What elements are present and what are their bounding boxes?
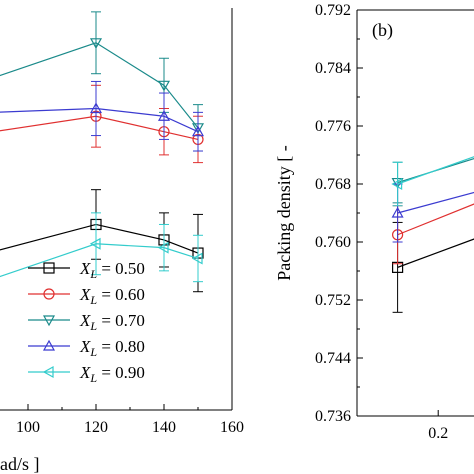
series-line: [397, 238, 474, 268]
data-point: [157, 80, 171, 92]
legend-label: XL = 0.90: [79, 363, 145, 385]
series-0: [392, 221, 474, 313]
y-tick-label: 0.744: [315, 350, 351, 367]
series-line: [0, 243, 199, 278]
x-axis-title: rad/s ]: [0, 454, 39, 474]
series-line: [0, 42, 199, 129]
series-line: [0, 223, 199, 254]
y-tick-label: 0.776: [315, 118, 351, 135]
x-tick-label: 0.2: [428, 425, 448, 442]
series-1: [392, 203, 474, 265]
series-line: [397, 191, 474, 214]
series-line: [397, 156, 474, 185]
legend-label: XL = 0.80: [79, 337, 145, 359]
legend-label: XL = 0.60: [79, 285, 145, 307]
series-3: [0, 80, 205, 152]
legend-marker: [43, 262, 55, 274]
y-tick-label: 0.768: [315, 176, 351, 193]
x-tick-label: 100: [16, 419, 40, 436]
y-tick-label: 0.784: [315, 60, 351, 77]
legend-marker: [43, 288, 55, 300]
series-line: [397, 158, 474, 184]
data-point: [191, 125, 205, 137]
data-point: [89, 38, 103, 50]
series-line: [0, 107, 199, 133]
data-point: [391, 206, 404, 218]
series-4: [0, 212, 203, 283]
data-point: [391, 177, 403, 191]
y-axis-title: Packing density [ -: [274, 145, 294, 280]
legend-label: XL = 0.50: [79, 259, 145, 281]
data-point: [157, 109, 171, 121]
series-2: [391, 158, 474, 204]
x-tick-label: 160: [220, 419, 244, 436]
data-point: [89, 237, 101, 250]
legend: XL = 0.50 XL = 0.60 XL = 0.70 XL = 0.80 XL =…: [28, 259, 145, 385]
series-line: [0, 115, 199, 141]
data-point: [157, 241, 169, 254]
panel-label: (b): [372, 20, 393, 41]
y-tick-label: 0.760: [315, 234, 351, 251]
panel-b: 0.736 0.744 0.752 0.760 0.768 0.776 0.784 0.792…: [274, 2, 474, 442]
y-tick-label: 0.736: [315, 408, 351, 425]
y-tick-label: 0.752: [315, 292, 351, 309]
legend-marker: [42, 365, 54, 379]
legend-marker: [42, 315, 56, 327]
series-4: [391, 156, 474, 207]
x-tick-label: 120: [84, 419, 108, 436]
legend-label: XL = 0.70: [79, 311, 145, 333]
series-2: [0, 11, 205, 152]
series-line: [397, 203, 474, 236]
data-point: [89, 102, 103, 114]
legend-marker: [42, 339, 56, 351]
data-point: [191, 252, 203, 265]
x-tick-label: 140: [152, 419, 176, 436]
y-tick-label: 0.792: [315, 2, 351, 19]
